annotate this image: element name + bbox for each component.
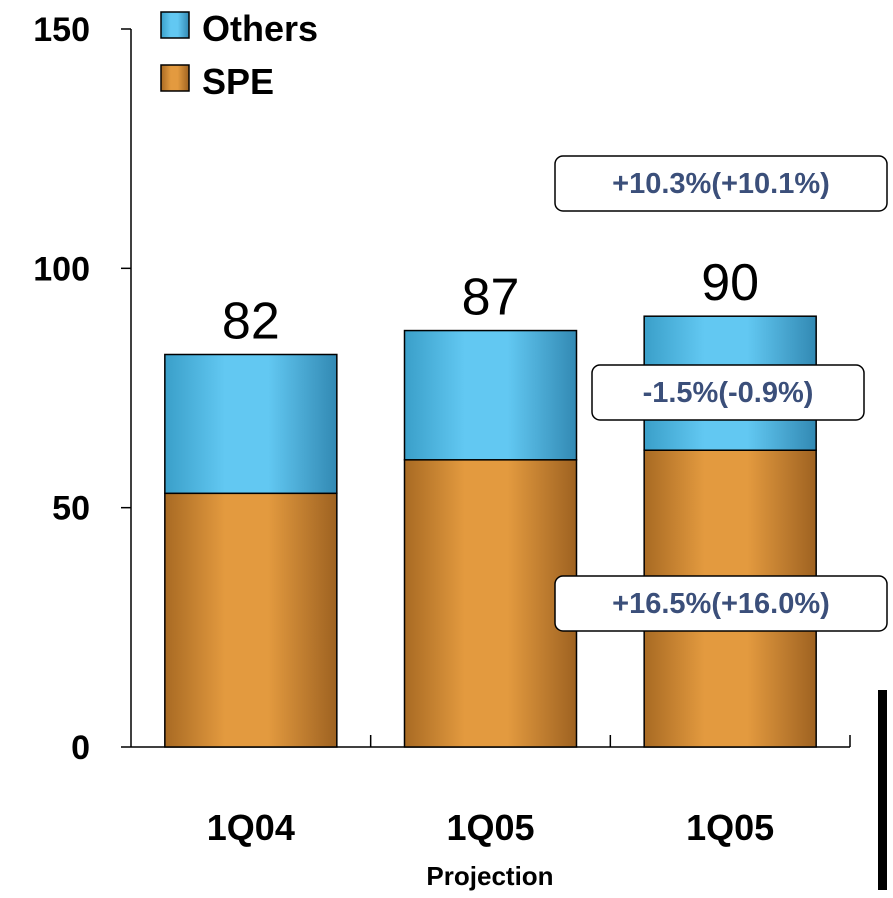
- annotation-text: +10.3%(+10.1%): [612, 168, 830, 200]
- y-tick-label: 0: [71, 729, 90, 767]
- annotation-box: [554, 155, 888, 212]
- x-category-label: 1Q05: [446, 807, 534, 848]
- y-tick-label: 50: [52, 490, 90, 528]
- annotation-box: [591, 364, 865, 421]
- category-note: Projection: [426, 861, 553, 891]
- bar-segment-others: [164, 353, 338, 495]
- edge-marker: [878, 690, 887, 890]
- legend-label-spe: SPE: [202, 61, 274, 102]
- annotation-total-change: +10.3%(+10.1%): [554, 155, 888, 212]
- legend: Others SPE: [160, 8, 318, 102]
- y-tick-label: 100: [33, 250, 90, 288]
- y-tick-label: 150: [33, 11, 90, 49]
- bar-segment-spe: [164, 492, 338, 748]
- bar-segment-others: [403, 329, 578, 461]
- annotation-spe-change: +16.5%(+16.0%): [554, 575, 888, 632]
- annotation-text: -1.5%(-0.9%): [643, 377, 814, 409]
- legend-swatch-others: [160, 11, 190, 39]
- annotation-others-change: -1.5%(-0.9%): [591, 364, 865, 421]
- bar-segment-spe: [403, 459, 578, 748]
- legend-label-others: Others: [202, 8, 318, 49]
- legend-swatch-spe: [160, 64, 190, 92]
- x-category-label: 1Q05: [686, 807, 774, 848]
- bar-total-label: 82: [222, 292, 280, 350]
- x-category-label: 1Q04: [207, 807, 295, 848]
- annotation-text: +16.5%(+16.0%): [612, 588, 830, 620]
- annotation-box: [554, 575, 888, 632]
- bar-total-label: 90: [701, 254, 759, 312]
- bar-total-label: 87: [462, 269, 520, 327]
